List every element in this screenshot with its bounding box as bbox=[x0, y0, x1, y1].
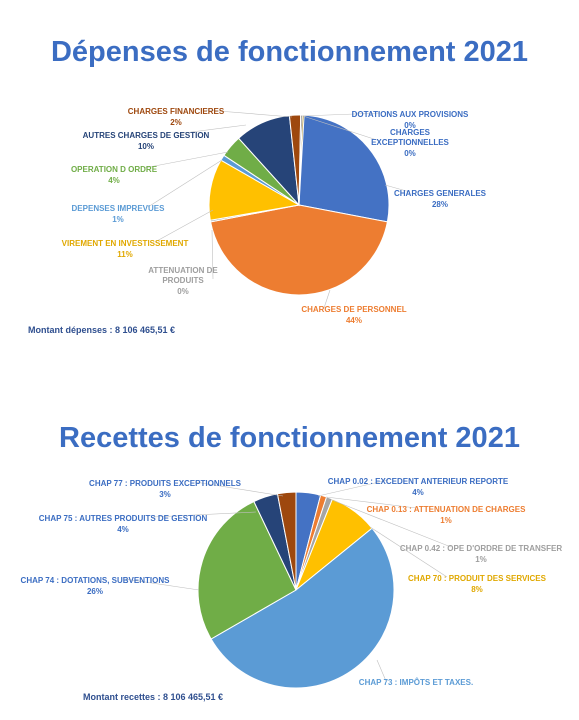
pie-slice-2-5 bbox=[210, 527, 395, 689]
slice-value-2-6: 26% bbox=[87, 587, 103, 596]
chart-2-total: Montant recettes : 8 106 465,51 € bbox=[83, 692, 224, 702]
slice-label-1-4: VIREMENT EN INVESTISSEMENT bbox=[62, 239, 189, 248]
chart-1-title: Dépenses de fonctionnement 2021 bbox=[50, 36, 529, 68]
slice-value-1-4: 11% bbox=[117, 250, 133, 259]
pie-chart-2: CHAP 0.02 : EXCEDENT ANTERIEUR REPORTE 4%… bbox=[21, 477, 562, 689]
leader-line-2-3 bbox=[331, 499, 452, 548]
leader-line-2-4 bbox=[369, 526, 448, 578]
slice-value-2-1: 4% bbox=[412, 488, 424, 497]
slice-label-2-3: CHAP 0.42 : OPE D'ORDRE DE TRANSFER bbox=[400, 544, 562, 553]
slice-value-2-8: 3% bbox=[159, 490, 171, 499]
leader-line-1-9 bbox=[301, 112, 381, 117]
chart-1-total: Montant dépenses : 8 106 465,51 € bbox=[28, 325, 176, 335]
pie-slice-1-1 bbox=[298, 114, 390, 223]
slice-label-1-10: CHARGES bbox=[390, 128, 431, 137]
slice-value-1-3: 0% bbox=[177, 287, 189, 296]
slice-label-1-1: CHARGES GENERALES bbox=[394, 189, 487, 198]
slice-label-1-8: CHARGES FINANCIERES bbox=[128, 107, 225, 116]
leader-line-2-2 bbox=[325, 496, 417, 509]
slice-label-2-2: CHAP 0.13 : ATTENUATION DE CHARGES bbox=[367, 505, 526, 514]
slice-label-2-8: CHAP 77 : PRODUITS EXCEPTIONNELS bbox=[89, 479, 242, 488]
leader-line-1-7 bbox=[175, 124, 247, 135]
slice-label-2-5: CHAP 73 : IMPÔTS ET TAXES. bbox=[359, 678, 473, 687]
slice-value-1-8: 2% bbox=[170, 118, 182, 127]
slice-label-1-9: DOTATIONS AUX PROVISIONS bbox=[352, 110, 469, 119]
slice-value-2-7: 4% bbox=[117, 525, 129, 534]
slice-label-1-2: CHARGES DE PERSONNEL bbox=[301, 305, 406, 314]
leader-line-1-10 bbox=[302, 115, 381, 142]
slice-value-1-1: 28% bbox=[432, 200, 448, 209]
leader-line-1-4 bbox=[154, 209, 214, 243]
slice-label-2-1: CHAP 0.02 : EXCEDENT ANTERIEUR REPORTE bbox=[328, 477, 509, 486]
leader-line-1-6 bbox=[143, 151, 229, 169]
slice-label-2-6: CHAP 74 : DOTATIONS, SUBVENTIONS bbox=[21, 576, 171, 585]
pie-slice-1-2 bbox=[210, 204, 388, 296]
pie-slice-2-6 bbox=[197, 500, 297, 640]
leader-line-1-2 bbox=[323, 289, 331, 309]
leader-line-2-6 bbox=[124, 578, 200, 591]
slice-value-2-3: 1% bbox=[475, 555, 487, 564]
leader-line-2-8 bbox=[194, 481, 284, 497]
pie-slice-2-8 bbox=[276, 491, 297, 591]
slice-value-1-10: 0% bbox=[404, 149, 416, 158]
slice-value-1-5: 1% bbox=[112, 215, 124, 224]
slice-value-2-4: 8% bbox=[471, 585, 483, 594]
slice-value-2-2: 1% bbox=[440, 516, 452, 525]
slice-label-1-3: PRODUITS bbox=[162, 276, 204, 285]
pie-slice-1-10 bbox=[298, 114, 305, 206]
leader-line-1-1 bbox=[384, 184, 411, 193]
leader-line-2-1 bbox=[317, 479, 389, 497]
slice-label-1-3: ATTENUATION DE bbox=[148, 266, 218, 275]
slice-value-1-6: 4% bbox=[108, 176, 120, 185]
pie-chart-1: CHARGES GENERALES 28% CHARGES DE PERSONNEL… bbox=[62, 107, 487, 325]
slice-label-2-7: CHAP 75 : AUTRES PRODUITS DE GESTION bbox=[39, 514, 208, 523]
leader-line-2-7 bbox=[152, 511, 257, 518]
slice-value-1-2: 44% bbox=[346, 316, 362, 325]
slice-label-1-7: AUTRES CHARGES DE GESTION bbox=[83, 131, 210, 140]
leader-line-1-8 bbox=[205, 109, 293, 118]
slice-label-1-6: OPERATION D ORDRE bbox=[71, 165, 158, 174]
slice-value-1-7: 10% bbox=[138, 142, 154, 151]
slice-label-1-5: DEPENSES IMPREVUES bbox=[72, 204, 166, 213]
leader-line-1-3 bbox=[211, 229, 214, 280]
leader-line-1-5 bbox=[147, 159, 223, 208]
leader-line-2-5 bbox=[376, 659, 387, 682]
slice-value-1-9: 0% bbox=[404, 121, 416, 130]
slice-label-2-4: CHAP 70 : PRODUIT DES SERVICES bbox=[408, 574, 547, 583]
slice-label-1-10: EXCEPTIONNELLES bbox=[371, 138, 449, 147]
chart-2-title: Recettes de fonctionnement 2021 bbox=[59, 422, 520, 454]
